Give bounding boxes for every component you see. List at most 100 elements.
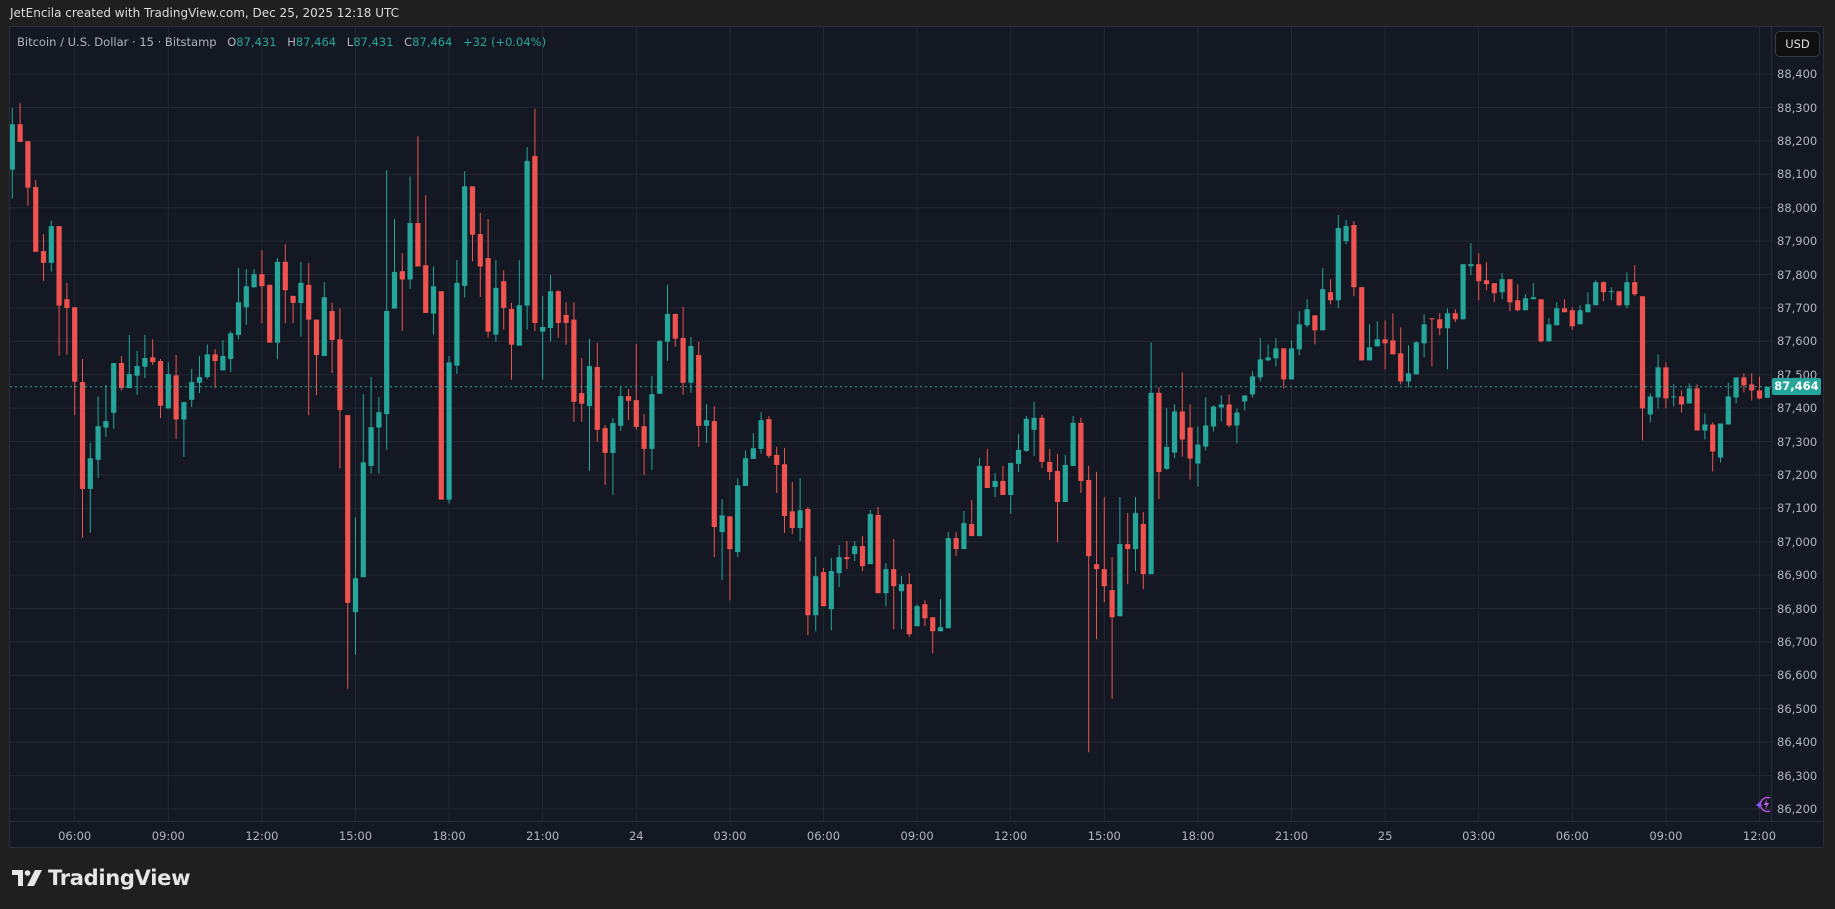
candle-body <box>1304 309 1310 326</box>
candle-up <box>1444 308 1451 370</box>
candle-down <box>1538 299 1544 343</box>
candle-down <box>79 359 86 538</box>
candle-body <box>274 261 281 343</box>
symbol-title[interactable]: Bitcoin / U.S. Dollar · 15 · Bitstamp <box>17 35 217 49</box>
candle-up <box>719 499 725 581</box>
candle-body <box>657 340 663 394</box>
candle-body <box>95 426 101 460</box>
price-tick-label: 88,000 <box>1777 200 1818 215</box>
lightning-icon[interactable] <box>1754 795 1772 813</box>
candle-down <box>1000 465 1006 495</box>
candle-body <box>181 402 187 420</box>
candle-up <box>1171 404 1178 459</box>
candle-up <box>914 604 920 627</box>
candle-up <box>898 576 905 630</box>
candle-body <box>189 382 195 400</box>
candle-body <box>79 382 86 489</box>
candle-down <box>1616 291 1622 307</box>
candle-body <box>696 355 702 426</box>
candle-down <box>337 308 343 469</box>
candle-body <box>1733 377 1739 398</box>
candle-down <box>1452 309 1458 323</box>
candle-up <box>883 563 889 607</box>
price-tick-label: 87,100 <box>1777 501 1818 516</box>
candle-down <box>532 108 538 331</box>
time-tick-label: 03:00 <box>713 829 747 843</box>
candle-body <box>56 226 62 306</box>
price-tick-label: 86,600 <box>1777 668 1818 683</box>
candle-up <box>1530 283 1536 300</box>
candle-body <box>579 393 585 404</box>
candle-down <box>1047 448 1053 480</box>
candle-up <box>1296 311 1302 356</box>
candle-up <box>610 418 616 495</box>
candle-down <box>711 406 717 558</box>
candle-body <box>672 313 678 339</box>
candle-body <box>1101 569 1107 587</box>
candle-body <box>1569 310 1575 327</box>
candle-down <box>1187 404 1193 480</box>
candle-body <box>914 606 920 627</box>
candle-body <box>1156 392 1162 472</box>
candle-body <box>1327 292 1334 301</box>
candle-body <box>1476 264 1482 282</box>
candle-body <box>852 546 858 555</box>
candle-up <box>797 477 803 542</box>
candle-down <box>1437 313 1443 336</box>
candle-up <box>1764 386 1770 398</box>
close-value: 87,464 <box>412 35 453 49</box>
candle-body <box>508 308 515 345</box>
candle-body <box>547 291 554 328</box>
candle-up <box>1468 243 1474 276</box>
candle-body <box>1522 298 1529 311</box>
candle-body <box>204 354 210 378</box>
candle-body <box>1109 590 1115 618</box>
candle-up <box>1366 324 1373 361</box>
candle-down <box>485 219 491 338</box>
candle-body <box>1624 282 1630 306</box>
candlestick-plot[interactable] <box>10 27 1771 821</box>
candle-body <box>1249 376 1256 395</box>
candle-up <box>657 339 663 394</box>
candle-body <box>501 281 507 308</box>
price-axis[interactable] <box>1771 27 1824 821</box>
candle-up <box>1593 280 1599 306</box>
candle-up <box>1257 338 1263 382</box>
candle-up <box>235 268 242 340</box>
candle-up <box>1624 272 1630 309</box>
time-tick-label: 06:00 <box>1555 829 1589 843</box>
candle-body <box>1015 449 1022 464</box>
candle-up <box>1725 382 1731 425</box>
candle-body <box>1694 388 1700 431</box>
candle-body <box>727 516 733 550</box>
candle-body <box>235 302 242 335</box>
candle-body <box>805 509 811 616</box>
candle-body <box>1468 264 1474 267</box>
candle-up <box>1117 496 1123 617</box>
candle-up <box>196 356 203 394</box>
candle-body <box>1320 289 1326 331</box>
price-tick-label: 88,300 <box>1777 100 1818 115</box>
candle-down <box>859 536 866 572</box>
candle-up <box>251 269 257 288</box>
candle-up <box>1031 401 1037 456</box>
candle-body <box>220 356 226 371</box>
candle-body <box>1398 353 1404 382</box>
candle-down <box>641 414 647 475</box>
candle-down <box>1281 348 1287 389</box>
tradingview-logo[interactable]: TradingView <box>12 866 190 890</box>
currency-button[interactable]: USD <box>1775 31 1820 57</box>
candle-body <box>711 421 717 528</box>
candle-body <box>540 326 546 332</box>
candle-body <box>1749 384 1755 391</box>
candle-up <box>524 147 530 330</box>
candle-body <box>891 569 897 587</box>
candle-up <box>87 442 93 533</box>
price-tick-label: 86,900 <box>1777 568 1818 583</box>
candle-down <box>64 282 70 355</box>
candle-body <box>1663 367 1669 399</box>
candle-body <box>735 485 741 553</box>
candle-body <box>1242 395 1248 402</box>
price-tick-label: 87,500 <box>1777 367 1818 382</box>
candle-down <box>1125 513 1131 585</box>
